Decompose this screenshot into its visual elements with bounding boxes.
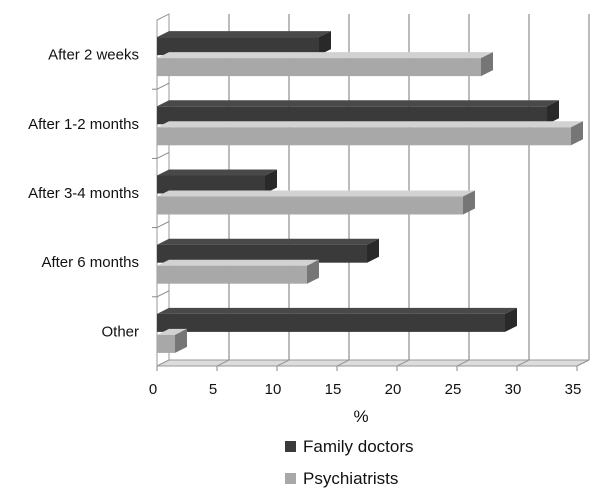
category-label: After 3-4 months bbox=[28, 185, 139, 202]
legend-label: Family doctors bbox=[303, 437, 414, 456]
bar bbox=[157, 190, 475, 215]
floor-gridline bbox=[456, 359, 470, 367]
category-divider bbox=[156, 151, 170, 159]
bar bbox=[157, 169, 277, 194]
x-tick-label: 35 bbox=[565, 381, 582, 398]
bar bbox=[157, 328, 187, 353]
legend-label: Psychiatrists bbox=[303, 469, 398, 488]
legend: Family doctors Psychiatrists bbox=[285, 437, 414, 488]
x-tick-label: 15 bbox=[325, 381, 342, 398]
x-tick-label: 0 bbox=[149, 381, 157, 398]
legend-item: Psychiatrists bbox=[285, 469, 398, 488]
x-tick-labels: 0 5 10 15 20 25 30 35 bbox=[149, 381, 582, 398]
legend-swatch bbox=[285, 473, 296, 484]
floor-gridline bbox=[336, 359, 350, 367]
legend-swatch bbox=[285, 441, 296, 452]
category-labels: After 2 weeks After 1-2 months After 3-4 m… bbox=[28, 47, 139, 341]
category-divider bbox=[156, 82, 170, 90]
bar bbox=[157, 31, 331, 56]
bar bbox=[157, 238, 379, 263]
category-label: After 1-2 months bbox=[28, 116, 139, 133]
bar bbox=[157, 52, 493, 77]
x-axis-title: % bbox=[353, 407, 368, 426]
floor-gridline bbox=[396, 359, 410, 367]
x-tick-label: 30 bbox=[505, 381, 522, 398]
floor-gridline bbox=[276, 359, 290, 367]
x-tick-label: 5 bbox=[209, 381, 217, 398]
floor-gridline bbox=[216, 359, 230, 367]
bar bbox=[157, 100, 559, 125]
category-divider bbox=[156, 290, 170, 298]
category-divider bbox=[156, 221, 170, 229]
legend-item: Family doctors bbox=[285, 437, 414, 456]
category-label: After 6 months bbox=[41, 254, 139, 271]
bar bbox=[157, 307, 517, 332]
bar bbox=[157, 259, 319, 284]
x-tick-label: 10 bbox=[265, 381, 282, 398]
bar bbox=[157, 121, 583, 146]
chart-bars bbox=[157, 31, 583, 353]
floor bbox=[156, 359, 590, 367]
x-tick-label: 25 bbox=[445, 381, 462, 398]
category-label: After 2 weeks bbox=[48, 47, 139, 64]
x-tick-label: 20 bbox=[385, 381, 402, 398]
floor-gridline bbox=[516, 359, 530, 367]
category-label: Other bbox=[101, 323, 139, 340]
floor-gridline bbox=[576, 359, 590, 367]
